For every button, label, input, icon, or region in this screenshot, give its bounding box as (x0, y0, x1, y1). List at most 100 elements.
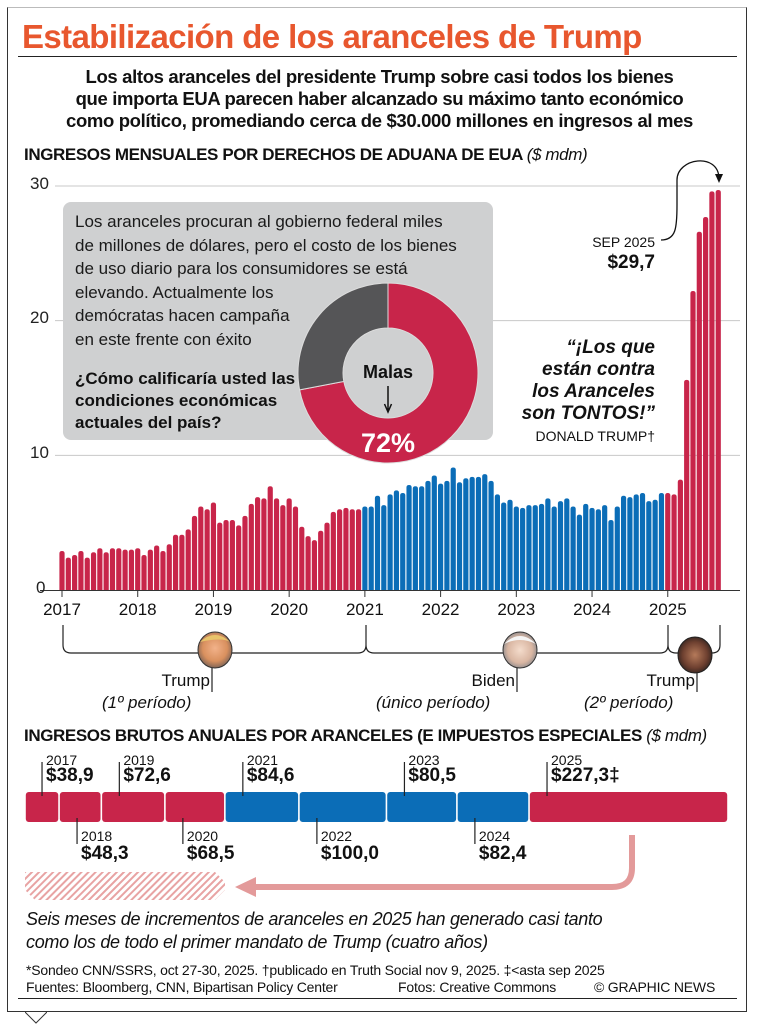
monthly-bars (59, 190, 721, 591)
bar-2019-12 (280, 505, 286, 590)
sources: Fuentes: Bloomberg, CNN, Bipartisan Poli… (26, 979, 338, 995)
bar-2020-02 (292, 506, 299, 590)
x-tick-label: 2025 (648, 600, 687, 619)
annual-year-label: 2025 (551, 752, 583, 768)
annual-value-label: $227,3‡ (551, 765, 620, 786)
annual-value-label: $84,6 (246, 765, 295, 786)
bar-2018-11 (198, 506, 204, 590)
bar-2024-12 (658, 493, 665, 590)
footnote: *Sondeo CNN/SSRS, oct 27-30, 2025. †publ… (26, 962, 605, 978)
bar-2022-05 (463, 478, 469, 590)
annual-year-label: 2019 (123, 752, 155, 768)
annual-year-label: 2021 (246, 752, 278, 768)
bar-2021-12 (431, 475, 437, 590)
x-axis (40, 590, 740, 597)
bar-2018-06 (166, 544, 172, 590)
bar-2024-05 (614, 506, 620, 590)
bar-2017-06 (90, 552, 97, 590)
bar-2025-01 (665, 493, 671, 590)
note-line: como los de todo el primer mandato de Tr… (26, 932, 488, 952)
annual-segment-2017 (25, 792, 59, 822)
annual-segment-2023 (387, 792, 457, 822)
quote-line: son TONTOS!” (521, 403, 655, 424)
bar-2021-04 (381, 505, 387, 590)
bar-2024-01 (589, 507, 595, 590)
bar-2017-07 (97, 548, 103, 590)
first-term-comparison-hatch (25, 872, 225, 900)
donut-percent-label: 72% (360, 428, 416, 458)
bar-2018-02 (141, 554, 147, 590)
y-tick-label: 10 (30, 443, 49, 462)
title-divider (18, 56, 737, 57)
monthly-bar-chart (40, 160, 740, 654)
annual-bar-chart (25, 762, 728, 900)
bar-2022-12 (507, 499, 513, 590)
bar-2024-10 (646, 501, 652, 590)
poll-intro-line: elevando. Actualmente los (75, 282, 274, 302)
bar-2017-01 (59, 550, 65, 590)
bar-2022-09 (488, 480, 494, 590)
bar-2019-10 (267, 486, 273, 590)
annual-year-label: 2017 (46, 752, 78, 768)
bar-2022-03 (450, 467, 456, 590)
bar-2017-10 (116, 548, 122, 590)
bar-2020-04 (305, 536, 311, 590)
bar-2021-10 (419, 486, 425, 590)
bar-2019-01 (210, 502, 217, 590)
trump-quote: “¡Los que están contra los Aranceles son… (522, 337, 655, 425)
bar-2021-06 (393, 490, 400, 590)
x-tick-label: 2020 (270, 600, 309, 619)
note-line: Seis meses de incrementos de aranceles e… (26, 909, 603, 929)
bar-2022-11 (501, 502, 507, 590)
trump-portrait-2 (677, 636, 713, 674)
comparison-arrow (250, 835, 635, 890)
term-period-trump-1: (1º período) (102, 693, 192, 712)
bar-2017-04 (78, 550, 84, 590)
bar-2018-10 (191, 515, 198, 590)
annual-year-label: 2020 (186, 828, 219, 844)
monthly-chart-unit: ($ mdm) (526, 145, 588, 164)
monthly-chart-title: INGRESOS MENSUALES POR DERECHOS DE ADUAN… (24, 145, 588, 165)
bar-2022-04 (456, 482, 463, 590)
bar-2023-01 (513, 506, 519, 590)
infographic-frame (7, 7, 747, 1012)
annual-segment-2020 (165, 792, 225, 822)
bar-2025-08 (709, 191, 715, 591)
down-arrow-icon (383, 386, 393, 414)
bar-2025-03 (677, 479, 683, 590)
poll-question: ¿Cómo calificaría usted las condiciones … (75, 368, 295, 434)
bar-2021-05 (387, 494, 393, 590)
bar-2024-06 (620, 495, 627, 590)
bar-2023-12 (583, 503, 589, 590)
bar-2023-02 (520, 507, 526, 590)
bar-2017-05 (84, 557, 90, 590)
annual-year-label: 2022 (320, 828, 353, 844)
term-period-biden: (único período) (376, 693, 491, 712)
bar-2018-08 (179, 534, 185, 590)
annual-segment-2018 (59, 792, 101, 822)
bar-2022-06 (469, 476, 475, 590)
annotation-label: SEP 2025 (592, 234, 655, 250)
bar-2024-08 (633, 494, 639, 590)
bar-2024-09 (639, 493, 646, 590)
bar-2021-09 (412, 486, 418, 590)
bar-2023-11 (576, 514, 583, 590)
bar-2019-02 (217, 522, 223, 590)
bar-2018-12 (204, 509, 210, 590)
poll-intro: Los aranceles procuran al gobierno feder… (75, 210, 457, 351)
x-tick-label: 2023 (497, 600, 536, 619)
portraits (197, 631, 713, 692)
bar-2019-05 (236, 525, 242, 590)
bar-2025-04 (684, 379, 690, 590)
y-tick-label: 30 (30, 174, 49, 193)
quote-author: DONALD TRUMP† (535, 428, 655, 444)
donut-slice-malas (299, 282, 479, 464)
bar-2018-04 (154, 545, 160, 590)
bar-2019-07 (248, 503, 254, 590)
comparison-arrowhead (235, 877, 256, 897)
bar-2019-04 (229, 519, 235, 590)
trump-portrait (197, 631, 233, 669)
poll-question-line: actuales del país? (75, 413, 222, 432)
frame-pointer (25, 1011, 47, 1024)
bar-2023-06 (545, 498, 551, 590)
